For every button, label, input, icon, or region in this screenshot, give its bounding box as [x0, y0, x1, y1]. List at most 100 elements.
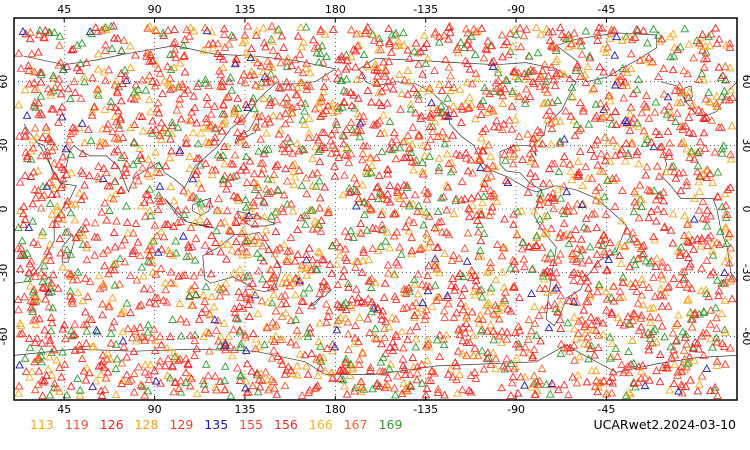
- station-marker: [267, 21, 277, 30]
- station-marker: [299, 37, 308, 46]
- station-marker: [653, 30, 663, 39]
- station-marker: [572, 244, 582, 252]
- station-marker: [268, 36, 278, 45]
- station-marker: [76, 195, 86, 203]
- station-marker: [469, 287, 479, 296]
- station-marker: [443, 293, 453, 301]
- station-marker: [574, 167, 584, 176]
- station-marker: [161, 161, 171, 170]
- station-marker: [409, 218, 418, 226]
- station-marker: [307, 301, 316, 310]
- lat-tick-label-left: -60: [0, 327, 10, 345]
- station-marker: [271, 320, 281, 329]
- station-marker: [607, 309, 617, 318]
- station-marker: [149, 236, 158, 245]
- station-marker: [304, 128, 314, 137]
- station-marker: [596, 196, 606, 205]
- station-marker: [505, 28, 515, 37]
- station-marker: [47, 180, 57, 188]
- station-marker: [163, 354, 173, 363]
- station-marker: [241, 237, 250, 246]
- station-marker: [498, 125, 507, 134]
- station-marker: [259, 197, 269, 206]
- station-marker: [154, 361, 164, 370]
- station-marker: [659, 223, 669, 232]
- station-marker: [251, 344, 261, 353]
- station-marker: [113, 33, 123, 42]
- station-marker: [726, 85, 736, 94]
- station-marker: [351, 46, 361, 55]
- station-marker: [399, 284, 409, 293]
- station-marker: [634, 75, 643, 83]
- station-marker: [491, 300, 500, 309]
- station-marker: [97, 25, 107, 34]
- station-marker: [727, 121, 737, 130]
- station-marker: [233, 93, 243, 102]
- station-marker: [161, 285, 171, 294]
- station-marker: [457, 291, 467, 299]
- station-marker: [251, 80, 261, 89]
- station-marker: [50, 183, 59, 192]
- station-marker: [321, 106, 331, 114]
- station-marker: [155, 181, 165, 190]
- station-marker: [627, 117, 637, 126]
- station-marker: [37, 268, 46, 277]
- station-marker: [334, 103, 344, 112]
- station-marker: [245, 156, 255, 165]
- station-marker: [679, 231, 689, 239]
- station-marker: [286, 365, 296, 374]
- station-marker: [652, 161, 662, 170]
- station-marker: [25, 343, 35, 352]
- station-marker: [349, 90, 358, 99]
- station-marker: [379, 110, 388, 119]
- station-marker: [159, 295, 168, 304]
- station-marker: [301, 219, 310, 228]
- station-marker: [590, 350, 600, 359]
- station-marker: [187, 300, 196, 309]
- station-marker: [481, 44, 491, 53]
- station-marker: [654, 313, 663, 322]
- station-marker: [77, 118, 87, 127]
- station-marker: [377, 220, 387, 229]
- station-marker: [492, 116, 501, 125]
- station-marker: [227, 245, 237, 254]
- station-marker: [67, 294, 77, 303]
- station-marker: [305, 68, 315, 77]
- station-marker: [235, 327, 245, 336]
- station-marker: [201, 117, 211, 126]
- station-marker: [315, 318, 325, 327]
- station-marker: [180, 67, 190, 76]
- station-marker: [484, 266, 494, 275]
- station-marker: [427, 301, 437, 310]
- station-marker: [529, 143, 539, 152]
- station-marker: [441, 55, 450, 64]
- station-marker: [538, 271, 548, 280]
- station-marker: [617, 216, 627, 225]
- station-marker: [153, 247, 163, 256]
- station-marker: [28, 307, 38, 315]
- station-marker: [110, 111, 120, 120]
- lat-tick-label-left: -30: [0, 264, 10, 282]
- station-marker: [541, 76, 551, 85]
- station-marker: [576, 251, 585, 260]
- station-marker: [430, 66, 439, 74]
- station-marker: [677, 362, 686, 371]
- station-marker: [543, 192, 553, 201]
- station-marker: [690, 193, 699, 202]
- station-marker: [216, 331, 225, 340]
- station-marker: [662, 109, 672, 118]
- station-marker: [132, 336, 141, 345]
- station-marker: [274, 186, 283, 195]
- station-marker: [175, 354, 185, 363]
- station-marker: [407, 232, 416, 241]
- station-marker: [111, 117, 121, 126]
- station-marker: [220, 338, 230, 347]
- station-marker: [418, 69, 427, 78]
- station-marker: [128, 228, 138, 237]
- station-marker: [375, 38, 385, 46]
- station-marker: [230, 308, 240, 317]
- station-marker: [395, 143, 405, 152]
- station-marker: [403, 89, 413, 98]
- station-marker: [152, 78, 162, 87]
- station-marker: [594, 182, 604, 191]
